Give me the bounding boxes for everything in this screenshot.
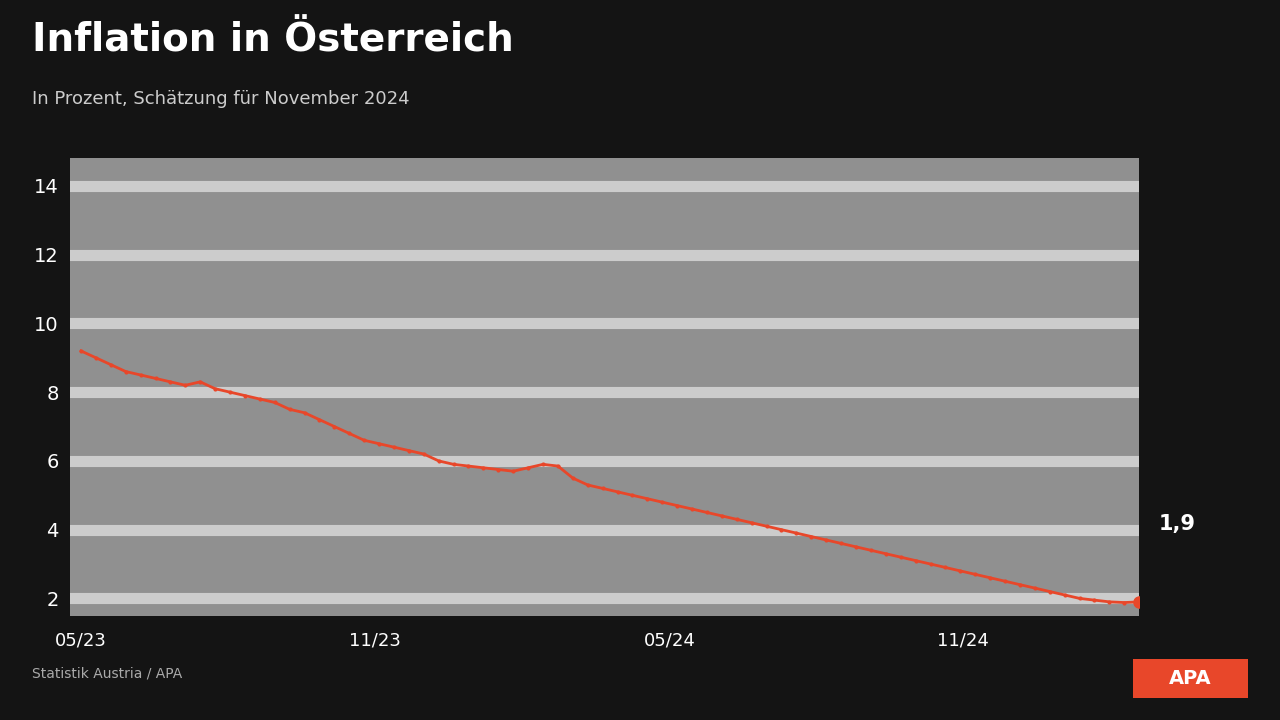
Text: 1,9: 1,9 [1158, 514, 1196, 534]
Text: Statistik Austria / APA: Statistik Austria / APA [32, 667, 182, 680]
Text: APA: APA [1169, 669, 1212, 688]
Text: In Prozent, Schätzung für November 2024: In Prozent, Schätzung für November 2024 [32, 90, 410, 108]
Text: Inflation in Österreich: Inflation in Österreich [32, 22, 513, 60]
